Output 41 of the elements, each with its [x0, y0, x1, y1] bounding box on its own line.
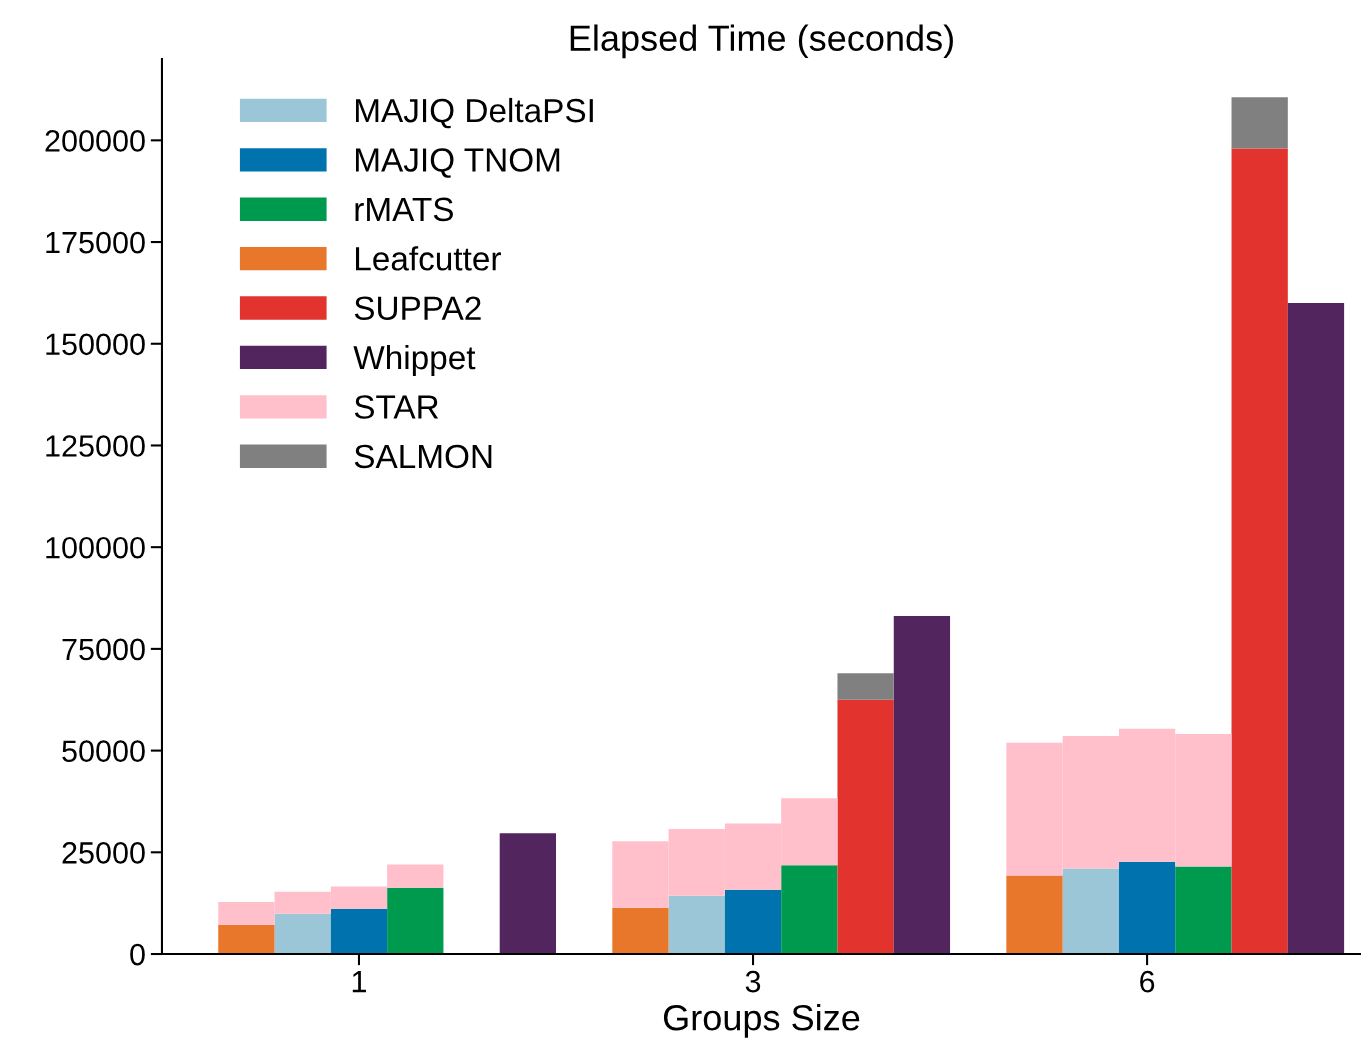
- bar: [668, 895, 725, 955]
- y-tick-label: 75000: [62, 638, 145, 661]
- x-tick-label: 3: [745, 970, 761, 993]
- bar: [1287, 303, 1345, 955]
- y-tick-label: 150000: [46, 333, 145, 356]
- bar: [330, 908, 388, 955]
- x-axis-title: Groups Size: [663, 1004, 860, 1038]
- x-tick-label: 1: [352, 971, 366, 993]
- bar: [218, 924, 275, 955]
- legend-label: STAR: [354, 395, 439, 419]
- legend-label: MAJIQ DeltaPSI: [355, 97, 593, 129]
- legend-label: SUPPA2: [354, 296, 481, 321]
- legend-label: Leafcutter: [355, 246, 501, 271]
- bar: [274, 913, 331, 955]
- y-tick-label: 200000: [45, 130, 145, 152]
- bar: [781, 865, 838, 955]
- bar: [893, 615, 951, 955]
- y-tick-label: 100000: [46, 536, 145, 559]
- legend-label: Whippet: [353, 344, 476, 377]
- bar: [1231, 148, 1288, 955]
- y-tick-label: 25000: [62, 842, 145, 864]
- legend-label: SALMON: [354, 444, 492, 469]
- bar: [1118, 861, 1176, 955]
- y-tick-label: 0: [130, 943, 145, 966]
- legend-label: rMATS: [355, 197, 453, 222]
- chart-title: Elapsed Time (seconds): [570, 24, 953, 59]
- bar: [1231, 97, 1288, 149]
- bar: [837, 699, 894, 955]
- bar: [724, 889, 782, 955]
- y-tick-label: 175000: [46, 231, 145, 254]
- bar: [387, 887, 444, 955]
- bar: [1006, 875, 1063, 955]
- x-tick-label: 6: [1140, 970, 1155, 993]
- bar: [499, 833, 557, 955]
- legend-label: MAJIQ TNOM: [355, 148, 560, 178]
- y-tick-label: 50000: [62, 740, 145, 762]
- bar: [837, 673, 894, 700]
- bar: [612, 907, 669, 955]
- y-tick-label: 125000: [46, 435, 145, 457]
- bar: [1062, 868, 1119, 955]
- bar: [1175, 866, 1232, 955]
